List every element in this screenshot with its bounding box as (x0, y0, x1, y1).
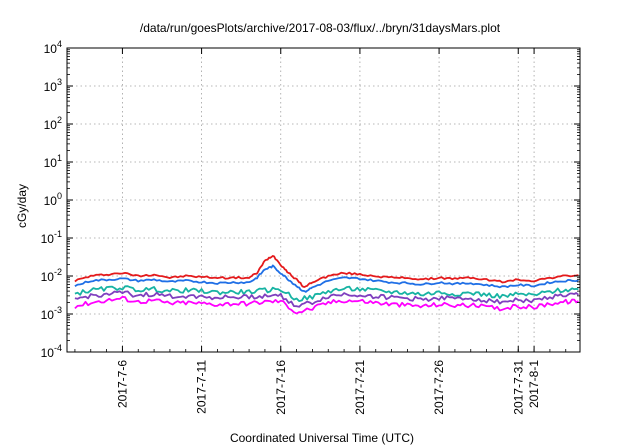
y-tick-label: 104 (44, 39, 62, 56)
series-line (74, 255, 579, 288)
x-tick-label: 2017-7-26 (432, 360, 446, 415)
y-tick-label: 10-2 (41, 267, 62, 284)
y-tick-label: 100 (44, 191, 62, 208)
y-tick-label: 10-4 (41, 343, 62, 360)
y-tick-exponent: 2 (57, 115, 62, 125)
y-tick-exponent: -1 (54, 229, 62, 239)
series-line (74, 264, 579, 293)
y-tick-label: 10-1 (41, 229, 62, 246)
x-tick-label: 2017-7-6 (115, 360, 129, 408)
y-tick-label: 101 (44, 153, 62, 170)
y-tick-exponent: 4 (57, 39, 62, 49)
y-axis-label: cGy/day (15, 184, 29, 228)
x-tick-label: 2017-7-16 (274, 360, 288, 415)
y-tick-exponent: -4 (54, 343, 62, 353)
y-tick-label: 103 (44, 77, 62, 94)
series-layer (74, 255, 579, 315)
grid (67, 48, 580, 352)
y-tick-exponent: 3 (57, 77, 62, 87)
series-line (74, 290, 579, 308)
x-tick-label: 2017-7-31 (511, 360, 525, 415)
x-tick-label: 2017-7-11 (195, 360, 209, 414)
chart-title: /data/run/goesPlots/archive/2017-08-03/f… (140, 21, 501, 35)
y-tick-exponent: -2 (54, 267, 62, 277)
y-tick-exponent: 1 (57, 153, 62, 163)
y-tick-exponent: 0 (57, 191, 62, 201)
x-axis-label: Coordinated Universal Time (UTC) (230, 431, 414, 445)
x-tick-label: 2017-8-1 (527, 360, 541, 408)
series-line (74, 285, 579, 302)
y-tick-label: 102 (44, 115, 62, 132)
series-line (74, 295, 579, 315)
y-tick-exponent: -3 (54, 305, 62, 315)
x-tick-label: 2017-7-21 (353, 360, 367, 415)
y-tick-label: 10-3 (41, 305, 62, 322)
